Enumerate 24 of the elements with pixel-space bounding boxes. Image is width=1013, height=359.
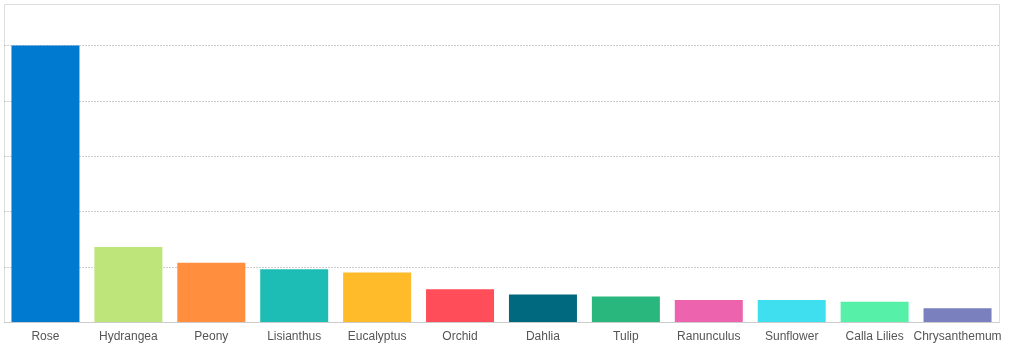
x-tick-label: Orchid [442, 328, 478, 343]
x-tick-label: Lisianthus [267, 328, 322, 343]
bar [343, 272, 412, 322]
bar [94, 247, 163, 322]
bar [674, 299, 743, 322]
bar [260, 269, 329, 322]
x-tick-label: Hydrangea [99, 328, 159, 343]
bar [11, 45, 80, 322]
x-tick-label: Eucalyptus [347, 328, 407, 343]
bar [757, 299, 826, 322]
x-tick-label: Calla Lilies [845, 328, 904, 343]
bar [508, 294, 577, 322]
x-tick-label: Chrysanthemum [913, 328, 1002, 343]
bar [923, 308, 992, 322]
x-tick-label: Tulip [613, 328, 639, 343]
bar [591, 296, 660, 322]
bar [177, 262, 246, 322]
x-tick-label: Peony [194, 328, 229, 343]
x-tick-label: Dahlia [525, 328, 561, 343]
bar [426, 289, 495, 322]
x-tick-label: Sunflower [765, 328, 819, 343]
x-tick-label: Rose [31, 328, 60, 343]
bar [840, 301, 909, 322]
x-tick-label: Ranunculus [677, 328, 741, 343]
